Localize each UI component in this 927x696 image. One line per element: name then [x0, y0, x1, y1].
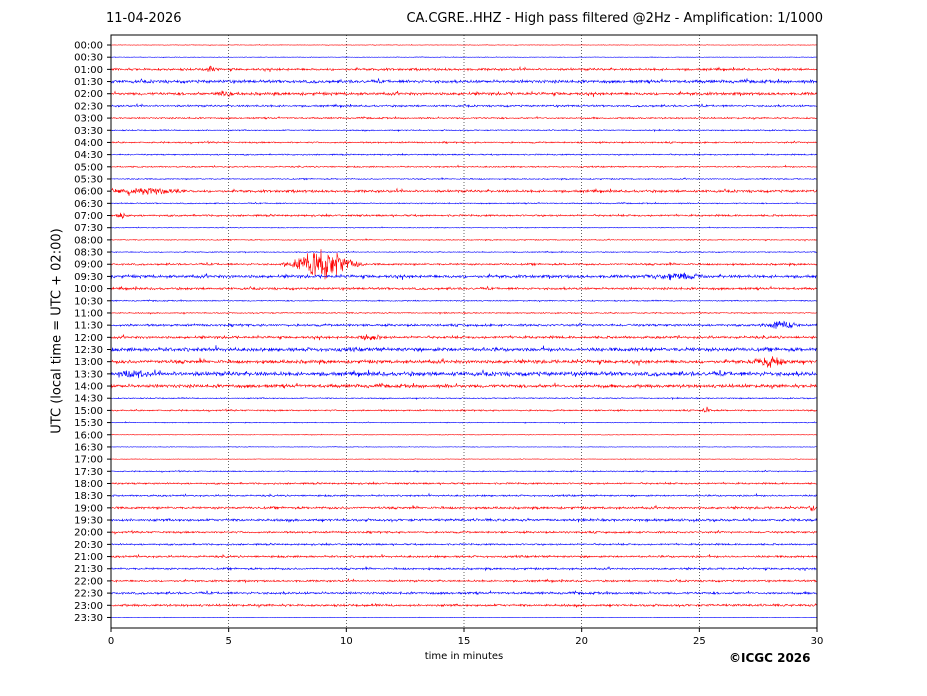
trace-1230: [110, 345, 818, 353]
x-axis-ticks: 0 5 10 15 20 25 30: [108, 628, 824, 647]
y-tick-label: 22:30: [74, 589, 103, 600]
trace-1330: [110, 369, 818, 379]
y-tick-label: 12:30: [74, 345, 103, 356]
x-tick-label: 25: [693, 636, 706, 647]
trace-0930: [110, 272, 818, 281]
plot-title: CA.CGRE..HHZ - High pass filtered @2Hz -…: [406, 11, 823, 26]
y-tick-label: 11:00: [74, 308, 103, 319]
y-tick-label: 07:30: [74, 223, 103, 234]
x-tick-label: 0: [108, 636, 114, 647]
y-tick-label: 14:00: [74, 382, 103, 393]
y-axis-label: UTC (local time = UTC + 02:00): [49, 228, 65, 434]
y-tick-label: 05:00: [74, 162, 103, 173]
y-tick-label: 02:00: [74, 89, 103, 100]
y-tick-label: 09:00: [74, 260, 103, 271]
y-tick-label: 06:00: [74, 187, 103, 198]
y-tick-label: 08:30: [74, 248, 103, 259]
y-tick-label: 17:00: [74, 455, 103, 466]
y-tick-label: 19:00: [74, 503, 103, 514]
trace-2030: [110, 542, 818, 547]
y-tick-label: 21:00: [74, 552, 103, 563]
trace-0300: [110, 115, 818, 121]
y-tick-label: 09:30: [74, 272, 103, 283]
y-tick-label: 14:30: [74, 394, 103, 405]
trace-1030: [110, 298, 818, 303]
x-tick-label: 5: [225, 636, 231, 647]
trace-1000: [110, 285, 818, 292]
trace-0030: [110, 56, 818, 59]
y-tick-label: 06:30: [74, 199, 103, 210]
plot-date: 11-04-2026: [106, 11, 182, 26]
trace-1200: [110, 333, 818, 341]
y-tick-label: 22:00: [74, 576, 103, 587]
trace-1500: [110, 406, 818, 413]
y-tick-label: 08:00: [74, 235, 103, 246]
y-tick-label: 18:30: [74, 491, 103, 502]
time-gridlines: [228, 35, 700, 628]
y-tick-label: 18:00: [74, 479, 103, 490]
y-tick-label: 00:30: [74, 53, 103, 64]
trace-0330: [110, 128, 818, 133]
y-tick-label: 03:30: [74, 126, 103, 137]
y-tick-label: 23:30: [74, 613, 103, 624]
y-tick-label: 05:30: [74, 174, 103, 185]
trace-1100: [110, 311, 818, 315]
trace-1300: [110, 356, 818, 369]
y-tick-label: 19:30: [74, 516, 103, 527]
y-tick-label: 15:00: [74, 406, 103, 417]
y-tick-label: 20:00: [74, 528, 103, 539]
trace-1730: [110, 469, 818, 473]
trace-0200: [110, 90, 818, 98]
x-tick-label: 30: [811, 636, 824, 647]
trace-0400: [110, 140, 818, 145]
y-tick-label: 04:00: [74, 138, 103, 149]
y-tick-label: 00:00: [74, 41, 103, 52]
trace-0430: [110, 152, 818, 157]
y-tick-label: 16:00: [74, 430, 103, 441]
trace-0100: [110, 65, 818, 73]
y-tick-label: 21:30: [74, 564, 103, 575]
x-tick-label: 20: [575, 636, 588, 647]
y-tick-label: 01:30: [74, 77, 103, 88]
y-tick-label: 16:30: [74, 442, 103, 453]
y-tick-label: 07:00: [74, 211, 103, 222]
y-tick-label: 12:00: [74, 333, 103, 344]
trace-1130: [110, 320, 818, 329]
y-tick-label: 04:30: [74, 150, 103, 161]
y-tick-label: 11:30: [74, 321, 103, 332]
copyright-notice: ©ICGC 2026: [729, 651, 811, 665]
y-tick-label: 20:30: [74, 540, 103, 551]
trace-0600: [110, 187, 818, 196]
y-tick-label: 03:00: [74, 114, 103, 125]
x-axis-label: time in minutes: [424, 651, 504, 662]
trace-0900: [110, 249, 818, 280]
trace-1700: [110, 458, 818, 461]
y-tick-label: 10:00: [74, 284, 103, 295]
trace-0130: [110, 77, 818, 85]
y-tick-label: 02:30: [74, 101, 103, 112]
trace-1900: [110, 504, 818, 512]
y-tick-label: 10:30: [74, 296, 103, 307]
x-tick-label: 10: [340, 636, 353, 647]
y-tick-label: 15:30: [74, 418, 103, 429]
trace-1830: [110, 492, 818, 498]
trace-0500: [110, 164, 818, 169]
seismogram-traces: [110, 43, 818, 619]
trace-2000: [110, 529, 818, 535]
y-tick-label: 01:00: [74, 65, 103, 76]
y-tick-label: 13:00: [74, 357, 103, 368]
y-tick-label: 13:30: [74, 369, 103, 380]
trace-1930: [110, 517, 818, 523]
x-tick-label: 15: [458, 636, 471, 647]
trace-1800: [110, 481, 818, 486]
y-tick-label: 17:30: [74, 467, 103, 478]
y-tick-label: 23:00: [74, 601, 103, 612]
trace-2130: [110, 565, 818, 572]
